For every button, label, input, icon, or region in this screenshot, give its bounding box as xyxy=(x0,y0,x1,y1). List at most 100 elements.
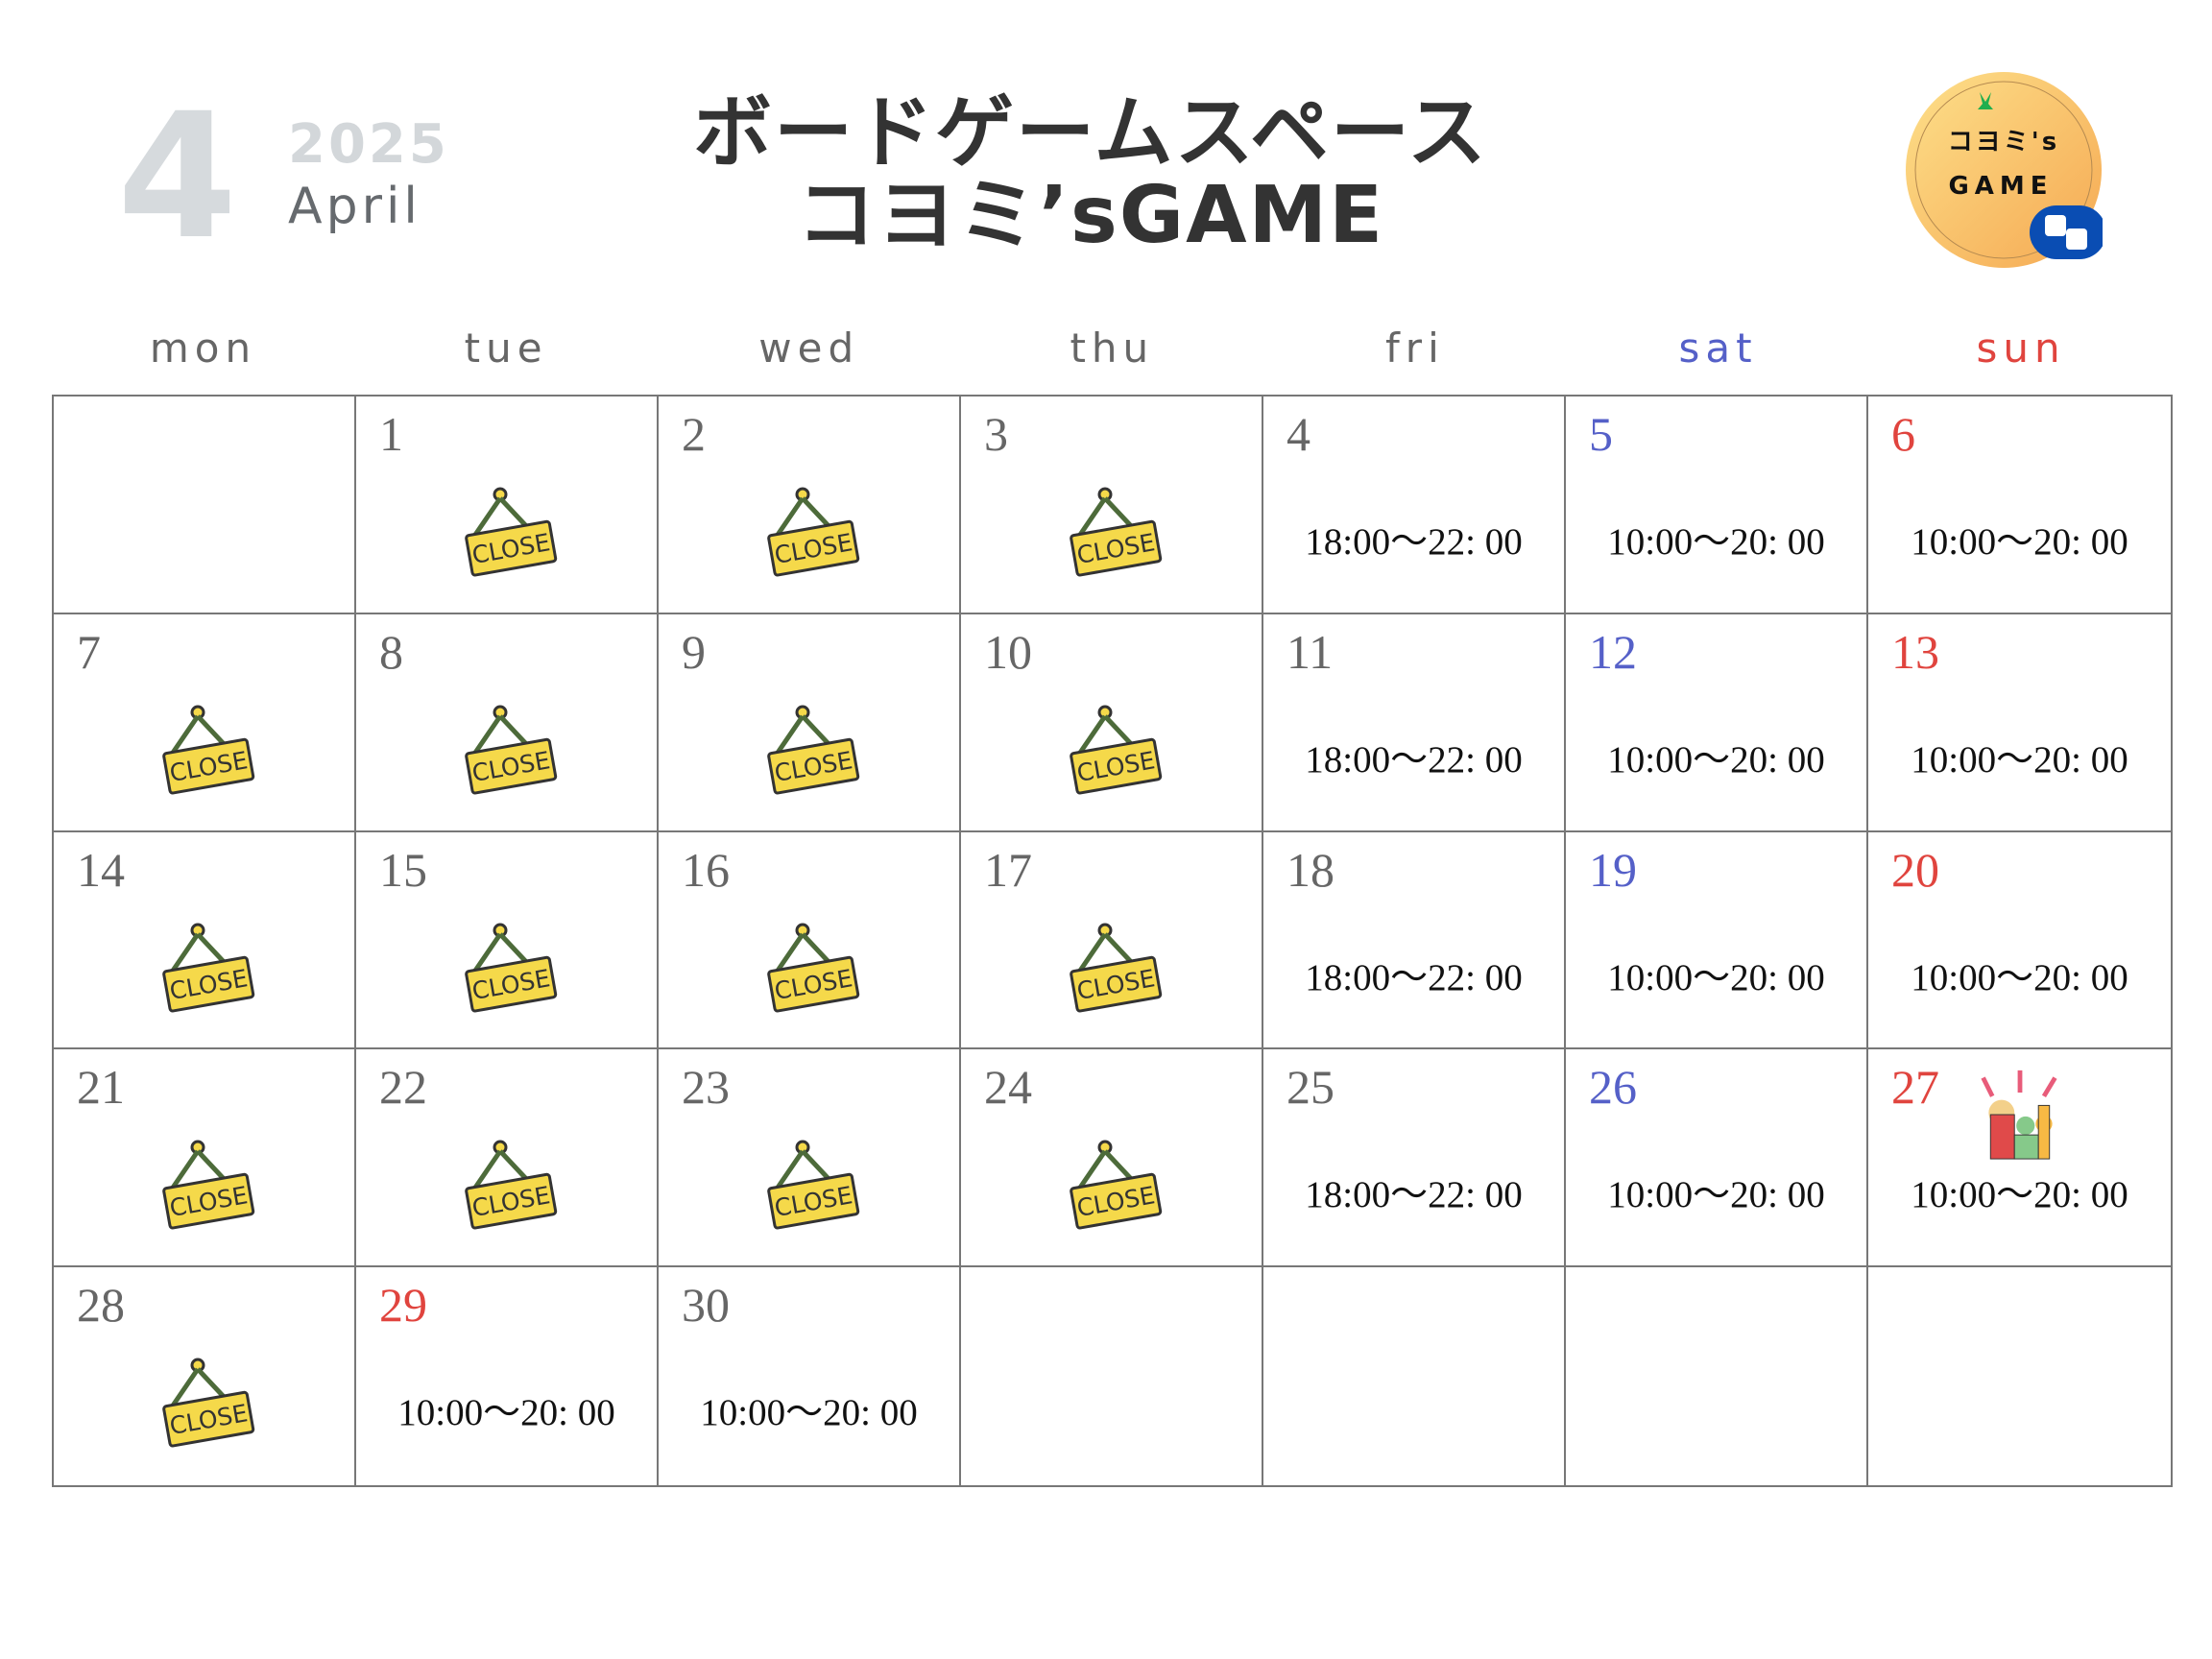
calendar-cell: 29 10:00〜20: 00 xyxy=(356,1267,659,1485)
day-number: 28 xyxy=(77,1278,125,1333)
opening-hours: 10:00〜20: 00 xyxy=(1607,1174,1825,1216)
day-number: 27 xyxy=(1891,1060,1939,1115)
close-sign-icon: CLOSE xyxy=(767,487,860,577)
opening-hours: 10:00〜20: 00 xyxy=(1607,738,1825,781)
weekday-header-sat: sat xyxy=(1678,325,1758,372)
calendar-cell: 3 CLOSE xyxy=(961,397,1263,614)
calendar-cell: 10 CLOSE xyxy=(961,613,1263,832)
calendar-cell: 21 CLOSE xyxy=(54,1049,356,1268)
calendar-cell: 18 18:00〜22: 00 xyxy=(1263,831,1566,1050)
close-sign-icon: CLOSE xyxy=(1070,923,1163,1013)
close-sign-icon: CLOSE xyxy=(162,1358,255,1448)
day-number: 4 xyxy=(1286,407,1310,461)
calendar-cell: 13 10:00〜20: 00 xyxy=(1868,614,2171,832)
close-sign-icon: CLOSE xyxy=(465,923,558,1013)
calendar-cell: 8 CLOSE xyxy=(356,613,659,832)
opening-hours: 10:00〜20: 00 xyxy=(1607,956,1825,998)
close-sign-icon: CLOSE xyxy=(465,487,558,577)
weekday-header-wed: wed xyxy=(758,325,860,372)
weekday-header-fri: fri xyxy=(1385,325,1445,372)
party-icon xyxy=(1981,1070,2057,1160)
opening-hours: 10:00〜20: 00 xyxy=(700,1392,918,1434)
opening-hours: 18:00〜22: 00 xyxy=(1305,521,1523,563)
close-sign-icon: CLOSE xyxy=(767,705,860,795)
close-sign-icon: CLOSE xyxy=(162,705,255,795)
calendar-cell xyxy=(1868,1267,2171,1485)
calendar-cell: 22 CLOSE xyxy=(356,1049,659,1268)
day-number: 13 xyxy=(1891,624,1939,679)
day-number: 15 xyxy=(379,842,427,897)
calendar-cell xyxy=(961,1267,1263,1485)
weekday-header-tue: tue xyxy=(464,325,548,372)
calendar-cell: 25 18:00〜22: 00 xyxy=(1263,1049,1566,1268)
calendar-cell xyxy=(1566,1267,1868,1485)
day-number: 6 xyxy=(1891,407,1915,461)
day-number: 5 xyxy=(1589,407,1613,461)
year: 2025 xyxy=(288,113,449,176)
close-sign-icon: CLOSE xyxy=(162,1140,255,1230)
calendar-cell: 23 CLOSE xyxy=(659,1049,961,1268)
day-number: 14 xyxy=(77,842,125,897)
opening-hours: 18:00〜22: 00 xyxy=(1305,738,1523,781)
calendar-cell: 15 CLOSE xyxy=(356,831,659,1050)
svg-text:GAME: GAME xyxy=(1948,172,2053,201)
opening-hours: 18:00〜22: 00 xyxy=(1305,956,1523,998)
calendar-grid: 1 CLOSE 2 CLOSE 3 CLOSE 4 18:00〜22: 00 5 10… xyxy=(52,395,2173,1487)
svg-text:コヨミ's: コヨミ's xyxy=(1948,128,2059,156)
calendar-cell xyxy=(1263,1267,1566,1485)
day-number: 24 xyxy=(984,1060,1032,1115)
close-sign-icon: CLOSE xyxy=(767,1140,860,1230)
page-title: ボードゲームスペース xyxy=(693,87,1488,179)
calendar-cell: 16 CLOSE xyxy=(659,831,961,1050)
calendar-cell: 30 10:00〜20: 00 xyxy=(659,1267,961,1485)
calendar-cell: 12 10:00〜20: 00 xyxy=(1566,613,1868,832)
page-subtitle: コヨミ’sGAME xyxy=(796,170,1385,261)
day-number: 25 xyxy=(1286,1060,1334,1115)
day-number: 26 xyxy=(1589,1060,1637,1115)
calendar-cell: 2 CLOSE xyxy=(659,397,961,614)
opening-hours: 18:00〜22: 00 xyxy=(1305,1174,1523,1216)
calendar-cell: 1 CLOSE xyxy=(356,397,659,614)
calendar-cell: 28 CLOSE xyxy=(54,1267,356,1485)
calendar-cell: 5 10:00〜20: 00 xyxy=(1566,397,1868,614)
close-sign-icon: CLOSE xyxy=(1070,487,1163,577)
weekday-header-thu: thu xyxy=(1070,325,1155,372)
calendar-cell: 20 10:00〜20: 00 xyxy=(1868,832,2171,1050)
day-number: 3 xyxy=(984,407,1008,461)
day-number: 18 xyxy=(1286,842,1334,897)
day-number: 10 xyxy=(984,624,1032,679)
close-sign-icon: CLOSE xyxy=(767,923,860,1013)
close-sign-icon: CLOSE xyxy=(465,705,558,795)
calendar-cell: 4 18:00〜22: 00 xyxy=(1263,397,1566,614)
calendar-cell: 17 CLOSE xyxy=(961,831,1263,1050)
month-number: 4 xyxy=(117,77,238,277)
opening-hours: 10:00〜20: 00 xyxy=(1607,521,1825,563)
calendar-cell: 7 CLOSE xyxy=(54,613,356,832)
logo: コヨミ's GAME xyxy=(1906,72,2103,268)
calendar-cell: 24 CLOSE xyxy=(961,1049,1263,1268)
calendar-cell: 27 10:00〜20: 00 xyxy=(1868,1049,2171,1268)
day-number: 29 xyxy=(379,1278,427,1333)
opening-hours: 10:00〜20: 00 xyxy=(1911,1174,2128,1216)
day-number: 2 xyxy=(682,407,706,461)
weekday-header-mon: mon xyxy=(149,325,257,372)
opening-hours: 10:00〜20: 00 xyxy=(1911,521,2128,563)
day-number: 22 xyxy=(379,1060,427,1115)
day-number: 19 xyxy=(1589,842,1637,897)
day-number: 20 xyxy=(1891,842,1939,897)
day-number: 17 xyxy=(984,842,1032,897)
day-number: 12 xyxy=(1589,624,1637,679)
opening-hours: 10:00〜20: 00 xyxy=(1911,738,2128,781)
day-number: 16 xyxy=(682,842,730,897)
day-number: 21 xyxy=(77,1060,125,1115)
calendar-cell: 9 CLOSE xyxy=(659,613,961,832)
day-number: 8 xyxy=(379,624,403,679)
close-sign-icon: CLOSE xyxy=(465,1140,558,1230)
calendar-cell xyxy=(54,397,356,614)
day-number: 30 xyxy=(682,1278,730,1333)
calendar-cell: 11 18:00〜22: 00 xyxy=(1263,613,1566,832)
day-number: 23 xyxy=(682,1060,730,1115)
calendar-cell: 19 10:00〜20: 00 xyxy=(1566,831,1868,1050)
weekday-header-sun: sun xyxy=(1976,325,2066,372)
calendar-cell: 6 10:00〜20: 00 xyxy=(1868,397,2171,614)
